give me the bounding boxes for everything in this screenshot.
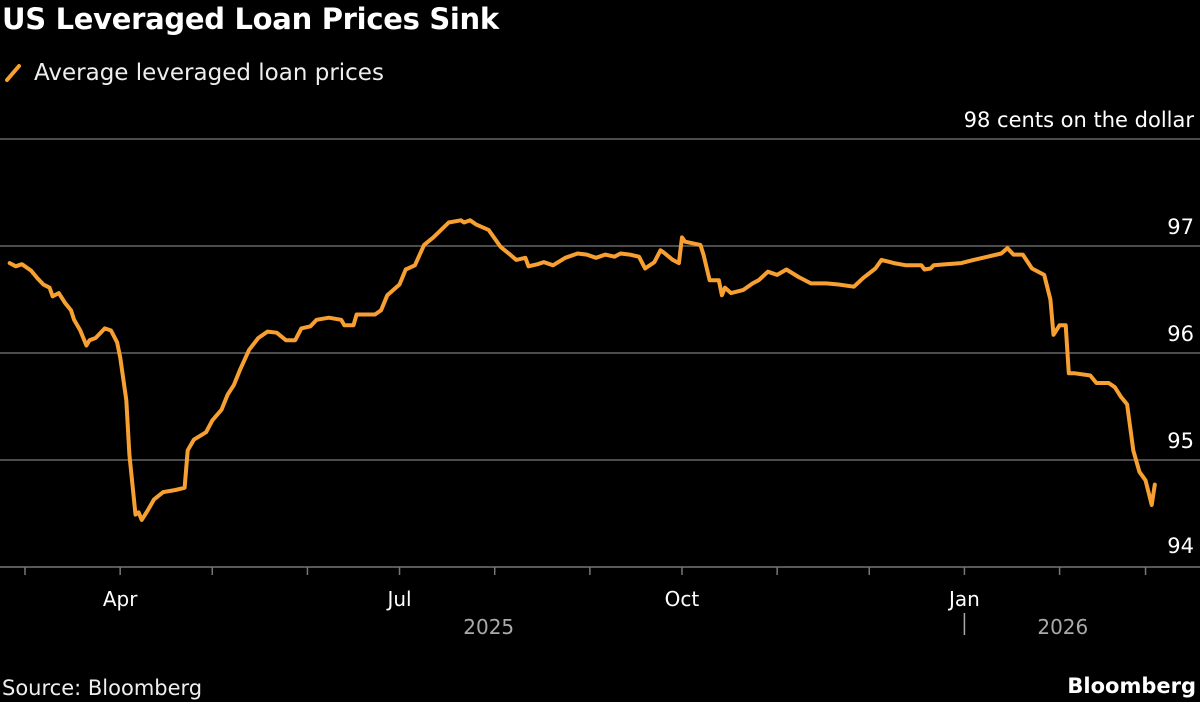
series-line (7, 218, 1157, 522)
y-tick-label: 98 cents on the dollar (964, 108, 1195, 132)
x-tick-label: Jan (947, 587, 980, 611)
year-label: 2026 (1037, 615, 1088, 639)
year-label: 2025 (463, 615, 514, 639)
legend-line-swatch-icon (5, 64, 21, 82)
chart-title: US Leveraged Loan Prices Sink (2, 2, 499, 36)
y-tick-label: 97 (1167, 215, 1194, 239)
y-tick-label: 96 (1167, 322, 1194, 346)
source-note: Source: Bloomberg (2, 676, 203, 700)
legend-label: Average leveraged loan prices (34, 60, 384, 86)
x-tick-label: Jul (385, 587, 411, 611)
legend: Average leveraged loan prices (4, 60, 384, 86)
y-tick-label: 95 (1167, 429, 1194, 453)
bloomberg-logo: Bloomberg (1067, 674, 1196, 698)
x-tick-label: Apr (103, 587, 138, 611)
y-tick-label: 94 (1167, 534, 1194, 558)
x-tick-label: Oct (665, 587, 700, 611)
